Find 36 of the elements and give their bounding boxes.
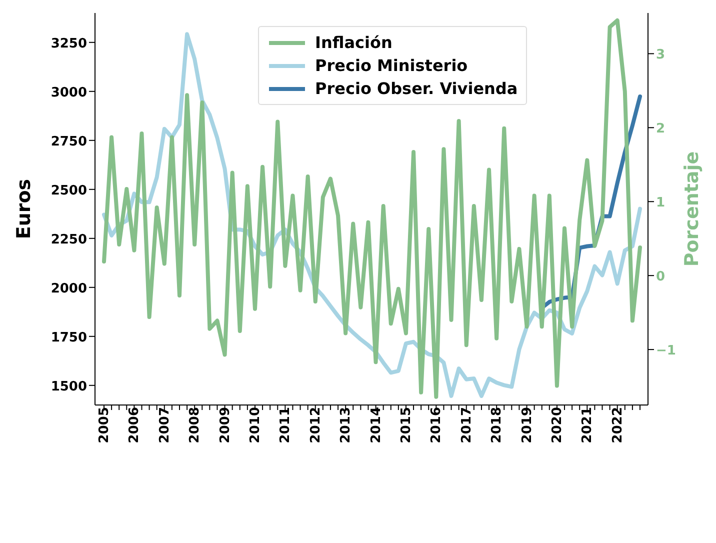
x-tick-label: 2016	[429, 407, 444, 444]
x-tick-label: 2020	[550, 407, 565, 444]
legend-label: Precio Ministerio	[315, 56, 468, 75]
y2-axis-title: Porcentaje	[681, 151, 703, 267]
x-tick-label: 2021	[580, 407, 596, 444]
y-tick-label: 2000	[50, 281, 87, 296]
x-tick-label: 2012	[308, 407, 324, 444]
x-tick-label: 2015	[398, 407, 414, 444]
legend-label: Inflación	[315, 33, 392, 52]
x-tick-label: 2006	[127, 407, 142, 444]
x-tick-label: 2019	[520, 407, 535, 444]
x-tick-label: 2010	[248, 407, 263, 444]
x-tick-label: 2008	[188, 407, 203, 444]
x-tick-label: 2009	[218, 407, 233, 444]
x-tick-label: 2007	[157, 407, 172, 444]
y2-tick-label: 2	[656, 122, 666, 137]
x-tick-label: 2005	[97, 407, 112, 444]
y-axis-title: Euros	[13, 178, 35, 240]
x-tick-label: 2014	[368, 407, 384, 444]
x-tick-label: 2011	[278, 407, 294, 444]
y2-tick-label: 0	[656, 270, 666, 285]
y-tick-label: 2750	[50, 134, 87, 150]
y2-tick-label: 1	[656, 196, 666, 211]
y-tick-label: 2250	[50, 232, 87, 248]
y-tick-label: 2500	[50, 183, 87, 198]
y2-tick-label: 3	[656, 48, 666, 63]
y-tick-label: 3250	[50, 36, 87, 52]
y2-tick-label: −1	[656, 344, 676, 359]
x-tick-label: 2013	[338, 407, 354, 444]
legend-label: Precio Obser. Vivienda	[315, 79, 518, 98]
y-tick-label: 3000	[50, 85, 87, 100]
y-tick-label: 1750	[50, 330, 87, 346]
x-tick-label: 2017	[459, 407, 474, 444]
x-tick-label: 2018	[490, 407, 505, 444]
y-tick-label: 1500	[50, 379, 87, 394]
x-tick-label: 2022	[610, 407, 626, 444]
